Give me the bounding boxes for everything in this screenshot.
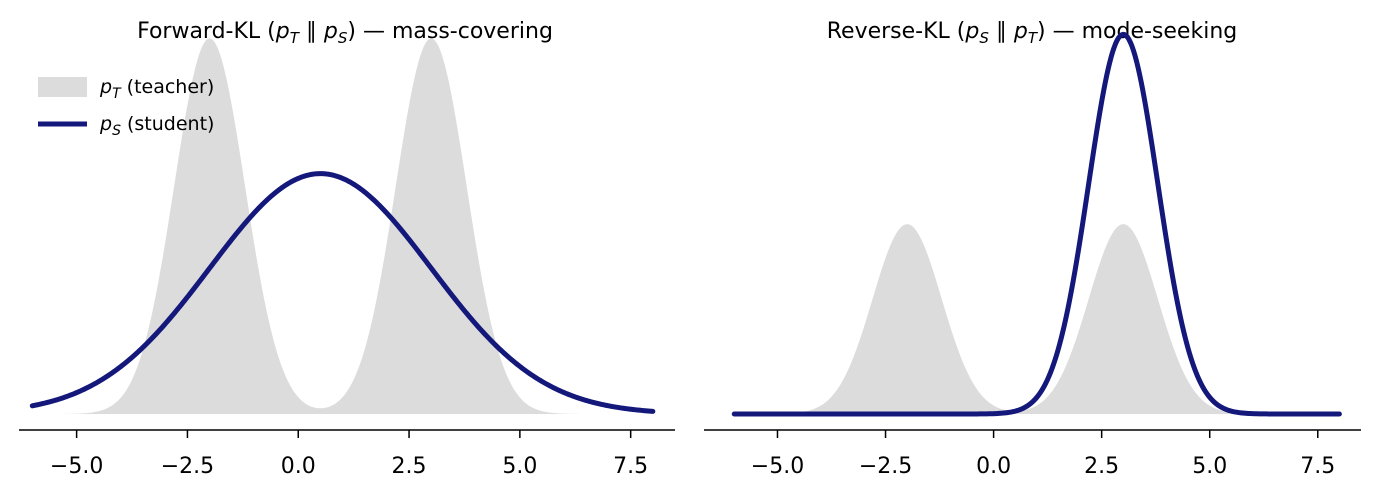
student-density-line	[731, 31, 1342, 417]
x-tick-label: 5.0	[502, 454, 537, 479]
teacher-density-area	[32, 38, 653, 414]
panel-title-reverse-kl: Reverse-KL (pS ∥ pT) — mode-seeking	[827, 19, 1237, 47]
panel-title-forward-kl: Forward-KL (pT ∥ pS) — mass-covering	[137, 19, 553, 47]
x-tick-label: 2.5	[392, 454, 427, 479]
x-tick-label: −5.0	[751, 454, 804, 479]
x-axis-ticks: −5.0 −2.5 0.0 2.5 5.0 7.5	[50, 430, 648, 479]
x-tick-label: 7.5	[1300, 454, 1335, 479]
panel-reverse-kl: Reverse-KL (pS ∥ pT) — mode-seeking −5.0…	[704, 19, 1361, 479]
legend-teacher-label: pT (teacher)	[99, 76, 214, 102]
panel-forward-kl: Forward-KL (pT ∥ pS) — mass-covering −5.…	[19, 19, 675, 479]
x-tick-label: −2.5	[161, 454, 214, 479]
x-tick-label: 0.0	[976, 454, 1011, 479]
legend: pT (teacher) pS (student)	[38, 76, 214, 139]
x-tick-label: 2.5	[1084, 454, 1119, 479]
x-axis-ticks: −5.0 −2.5 0.0 2.5 5.0 7.5	[751, 430, 1335, 479]
x-tick-label: 7.5	[613, 454, 648, 479]
x-tick-label: −5.0	[50, 454, 103, 479]
student-density-line	[29, 171, 656, 414]
x-tick-label: 0.0	[281, 454, 316, 479]
x-tick-label: −2.5	[859, 454, 912, 479]
teacher-density-area	[734, 224, 1340, 414]
legend-teacher-swatch	[38, 77, 87, 97]
x-tick-label: 5.0	[1192, 454, 1227, 479]
legend-student-label: pS (student)	[99, 113, 214, 139]
